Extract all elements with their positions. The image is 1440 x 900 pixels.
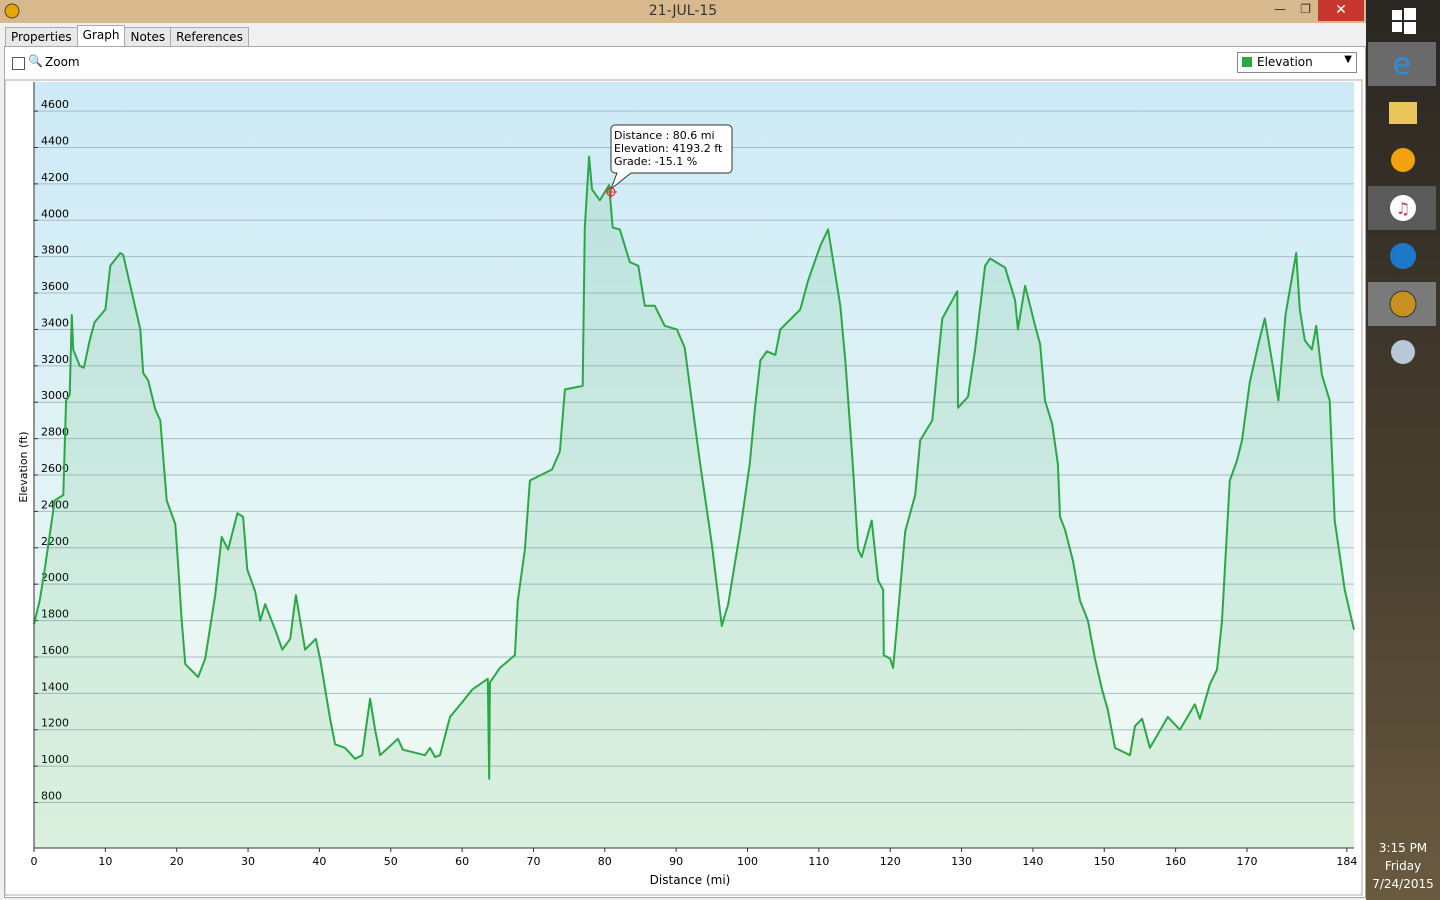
y-tick-label: 3800 [41,244,69,257]
clock-time[interactable]: 3:15 PM [1378,841,1428,855]
tab[interactable]: Graph [76,25,126,47]
basecamp-icon[interactable] [1368,282,1436,326]
taskbar: e ♫ 3:15 PM Friday 7/24/2015 [1366,0,1440,900]
x-tick-label: 70 [526,855,540,868]
x-tick-label: 140 [1022,855,1043,868]
tab[interactable]: Notes [124,27,172,47]
plot-area [34,82,1354,848]
zoom-checkbox[interactable] [12,57,25,70]
y-tick-label: 4000 [41,207,69,220]
clock-date: 7/24/2015 [1372,877,1434,891]
tab[interactable]: References [170,27,249,47]
tabs: Properties Graph Notes References [5,25,249,47]
tooltip-line: Distance : 80.6 mi [614,129,715,142]
y-tick-label: 2600 [41,462,69,475]
explorer-icon[interactable] [1368,90,1436,134]
restore[interactable]: ❐ [1300,2,1311,16]
tooltip-box [609,124,733,191]
x-tick-label: 100 [737,855,758,868]
y-tick-label: 4200 [41,171,69,184]
cursor-cross [605,186,617,198]
y-axis-label: Elevation (ft) [17,431,30,502]
itunes-icon[interactable]: ♫ [1368,186,1436,230]
app-icon [4,3,20,19]
zoom-icon: 🔍 [28,54,43,68]
y-tick-label: 1600 [41,644,69,657]
chart: 8001000120014001600180020002200240026002… [4,79,1363,896]
x-tick-label: 0 [31,855,38,868]
app-icon[interactable] [1368,234,1436,278]
y-tick-label: 1000 [41,753,69,766]
x-tick-label: 170 [1236,855,1257,868]
y-tick-label: 2000 [41,571,69,584]
app-icon[interactable] [1368,138,1436,182]
x-tick-label: 120 [880,855,901,868]
y-tick-label: 3600 [41,280,69,293]
ie-icon[interactable]: e [1368,42,1436,86]
y-tick-label: 1800 [41,608,69,621]
y-tick-label: 3000 [41,389,69,402]
paint-icon[interactable] [1368,330,1436,374]
y-tick-label: 1200 [41,717,69,730]
title-bar: 21-JUL-15 — ❐ ✕ [0,0,1366,23]
y-tick-label: 3400 [41,316,69,329]
x-tick-label: 40 [312,855,326,868]
close[interactable]: ✕ [1318,0,1364,21]
start-icon[interactable] [1368,0,1436,44]
x-tick-label: 110 [808,855,829,868]
window-title: 21-JUL-15 [648,3,718,19]
x-tick-label: 20 [170,855,184,868]
x-tick-label: 160 [1165,855,1186,868]
x-tick-label: 10 [98,855,112,868]
tooltip: Distance : 80.6 mi Elevation: 4193.2 ft … [609,124,733,191]
y-tick-label: 3200 [41,353,69,366]
tooltip-line: Grade: -15.1 % [614,155,697,168]
x-tick-label: 60 [455,855,469,868]
elevation-line [33,155,1355,780]
x-tick-label: 80 [598,855,612,868]
y-tick-label: 800 [41,790,62,803]
svg-text:e: e [1393,47,1411,82]
dropdown-arrow: ▼ [1344,54,1352,65]
x-tick-label: 90 [669,855,683,868]
y-tick-label: 4400 [41,135,69,148]
x-tick-label: 184 [1336,855,1357,868]
series-dropdown[interactable]: Elevation ▼ [1237,52,1357,73]
y-tick-label: 4600 [41,98,69,111]
x-tick-label: 150 [1094,855,1115,868]
x-tick-label: 50 [384,855,398,868]
svg-text:♫: ♫ [1396,199,1410,218]
zoom-label: Zoom [45,55,80,69]
series-swatch [1242,57,1252,67]
x-tick-label: 130 [951,855,972,868]
y-tick-label: 1400 [41,680,69,693]
y-tick-label: 2800 [41,426,69,439]
window: 21-JUL-15 — ❐ ✕ Properties Graph Notes R… [0,0,1366,900]
series-name: Elevation [1257,55,1313,69]
x-axis-label: Distance (mi) [650,873,731,887]
area [34,156,1354,849]
x-tick-label: 30 [241,855,255,868]
minimize[interactable]: — [1274,2,1286,16]
clock-day: Friday [1384,859,1422,873]
tooltip-line: Elevation: 4193.2 ft [614,142,723,155]
